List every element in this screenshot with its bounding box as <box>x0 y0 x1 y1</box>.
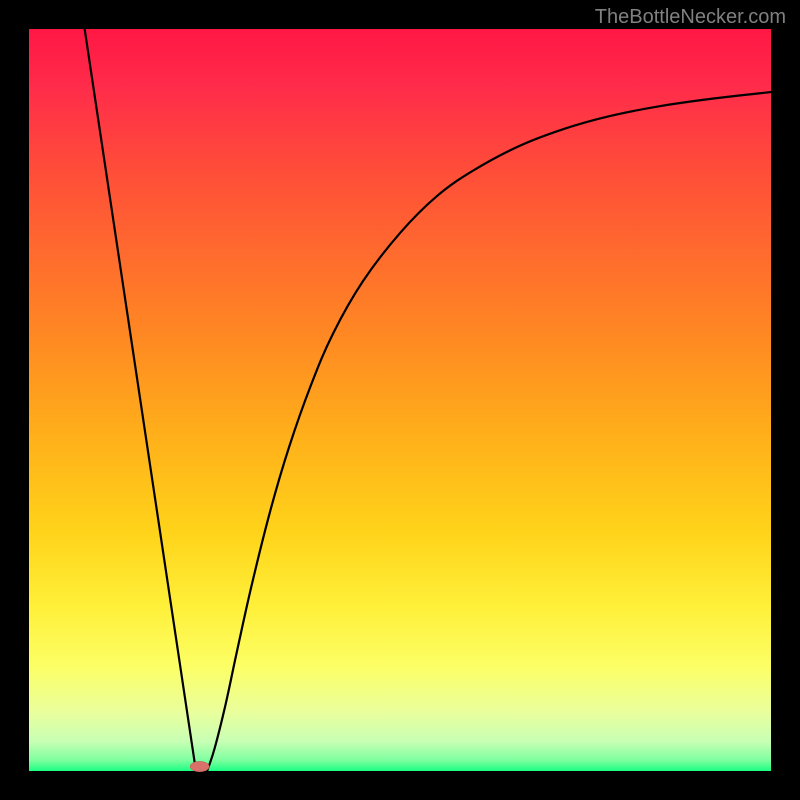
chart-container: TheBottleNecker.com <box>0 0 800 800</box>
watermark: TheBottleNecker.com <box>595 6 786 29</box>
chart-svg <box>0 0 800 800</box>
bottleneck-marker <box>190 761 209 771</box>
